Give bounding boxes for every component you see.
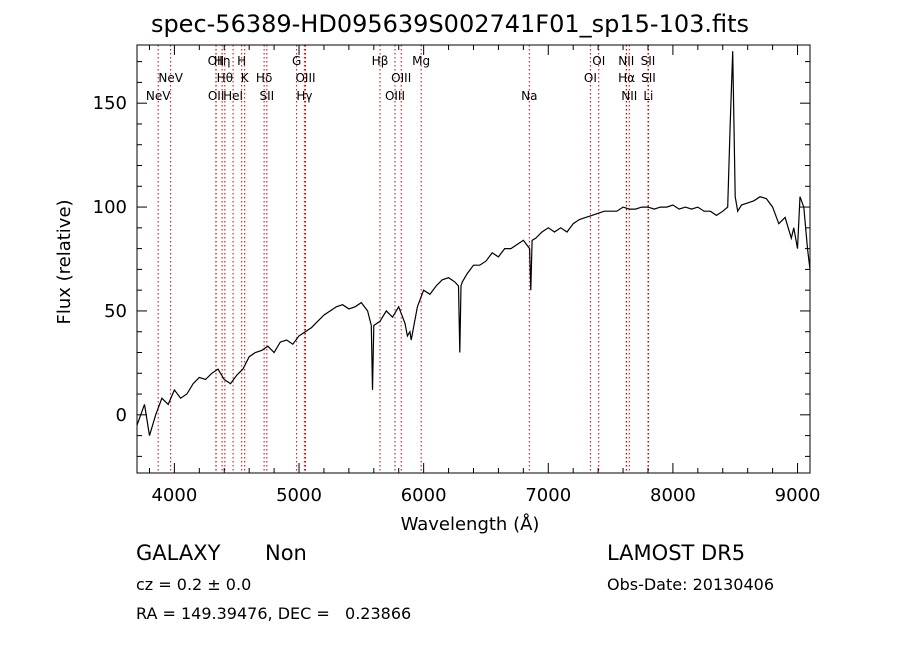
x-tick-label: 7000 [525, 485, 571, 506]
marker-label: OI [584, 71, 597, 85]
x-tick-label: 9000 [775, 485, 821, 506]
marker-label: NeV [158, 71, 183, 85]
marker-label: Hβ [372, 54, 389, 68]
y-tick-label: 0 [116, 405, 127, 426]
marker-label: G [292, 54, 301, 68]
x-tick-label: 6000 [401, 485, 447, 506]
marker-label: HeI [223, 89, 243, 103]
chart-title: spec-56389-HD095639S002741F01_sp15-103.f… [150, 10, 750, 38]
marker-label: OIII [295, 71, 315, 85]
marker-label: Li [643, 89, 653, 103]
marker-label: Hθ [217, 71, 233, 85]
marker-label: NeV [146, 89, 171, 103]
plot-frame [136, 44, 811, 474]
marker-label: SII [260, 89, 275, 103]
y-tick-label: 150 [93, 93, 127, 114]
marker-label: Mg [412, 54, 430, 68]
marker-label: NII [618, 54, 634, 68]
spectrum-line [136, 51, 811, 436]
marker-label: Hγ [296, 89, 312, 103]
object-subclass: Non [265, 541, 307, 565]
x-tick-label: 4000 [151, 485, 197, 506]
axis-ticks: 4000 5000 6000 7000 8000 9000 0 50 100 150 [93, 45, 821, 506]
ra-dec: RA = 149.39476, DEC = 0.23866 [136, 604, 412, 623]
marker-label: Na [521, 89, 537, 103]
marker-label: Hδ [256, 71, 272, 85]
y-tick-label: 50 [104, 301, 127, 322]
x-tick-label: 8000 [650, 485, 696, 506]
survey-name: LAMOST DR5 [607, 541, 746, 565]
marker-label: OIII [391, 71, 411, 85]
marker-label: OI [592, 54, 605, 68]
obs-date: Obs-Date: 20130406 [607, 575, 775, 594]
object-class: GALAXY [136, 541, 221, 565]
marker-label: H [237, 54, 246, 68]
redshift-cz: cz = 0.2 ± 0.0 [136, 575, 252, 594]
marker-label: OII [208, 89, 225, 103]
marker-label: OIII [385, 89, 405, 103]
marker-label: Hη [214, 54, 231, 68]
x-axis-label: Wavelength (Å) [401, 513, 540, 535]
marker-label: NII [621, 89, 637, 103]
y-tick-label: 100 [93, 197, 127, 218]
x-tick-label: 5000 [276, 485, 322, 506]
spectrum-series [136, 51, 811, 436]
y-axis-label: Flux (relative) [54, 199, 75, 324]
marker-label: K [241, 71, 250, 85]
